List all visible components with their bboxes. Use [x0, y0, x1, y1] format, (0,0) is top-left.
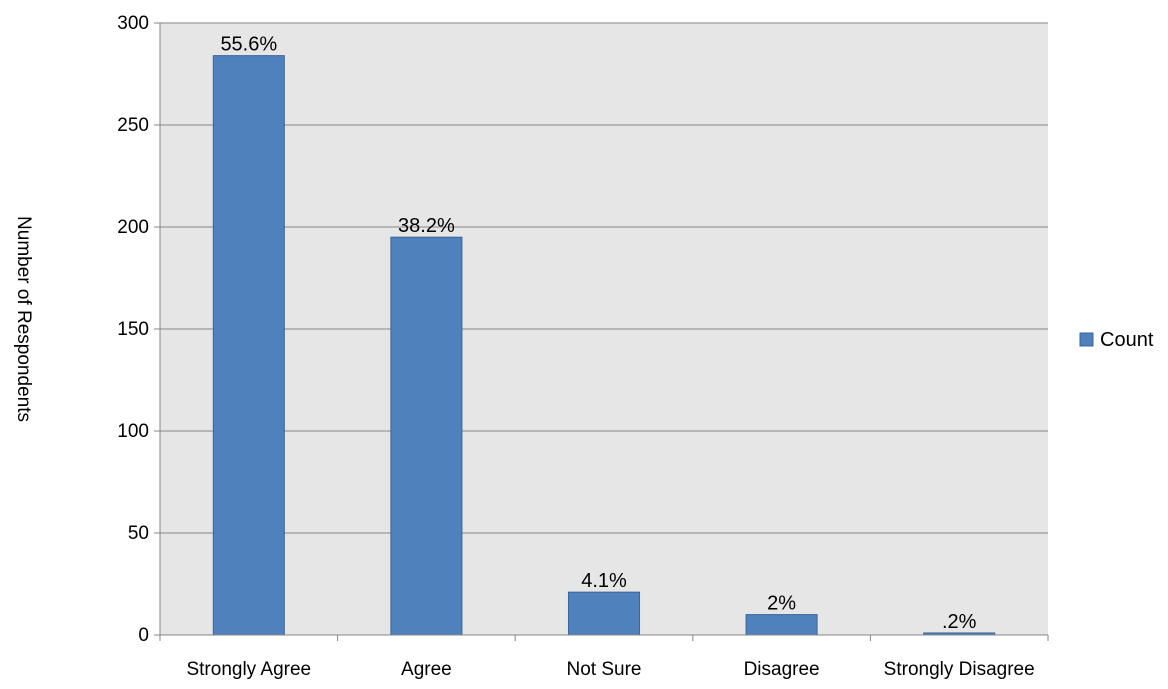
legend-label: Count	[1100, 329, 1154, 351]
x-tick-label: Strongly Disagree	[884, 659, 1035, 680]
x-tick-label: Strongly Agree	[186, 659, 311, 680]
data-label: 2%	[767, 593, 796, 615]
data-label: 4.1%	[581, 570, 627, 592]
plot-area	[160, 22, 1048, 636]
y-tick-label: 200	[117, 217, 149, 238]
legend: Count	[1079, 329, 1154, 351]
data-labels: 55.6% 38.2% 4.1% 2% .2%	[220, 34, 976, 633]
y-tick-label: 250	[117, 115, 149, 136]
axes: 0 50 100 150 200 250 300 Strongly Agree Agree Not…	[13, 13, 1049, 680]
bar-strongly-agree	[212, 55, 285, 636]
data-label: 55.6%	[220, 34, 277, 56]
y-tick-label: 150	[117, 319, 149, 340]
data-label: 38.2%	[398, 215, 455, 237]
y-tick-label: 0	[138, 625, 149, 646]
data-label: .2%	[942, 611, 977, 633]
bar-agree	[390, 236, 463, 636]
x-tick-label: Agree	[401, 659, 452, 680]
y-axis-title: Number of Respondents	[13, 216, 34, 422]
bar-disagree	[745, 614, 818, 636]
x-tick-label: Not Sure	[567, 659, 642, 680]
y-tick-label: 300	[117, 13, 149, 34]
bar-not-sure	[567, 591, 641, 636]
y-tick-label: 50	[128, 523, 149, 544]
y-tick-label: 100	[117, 421, 149, 442]
x-tick-label: Disagree	[744, 659, 820, 680]
legend-swatch	[1079, 332, 1094, 347]
